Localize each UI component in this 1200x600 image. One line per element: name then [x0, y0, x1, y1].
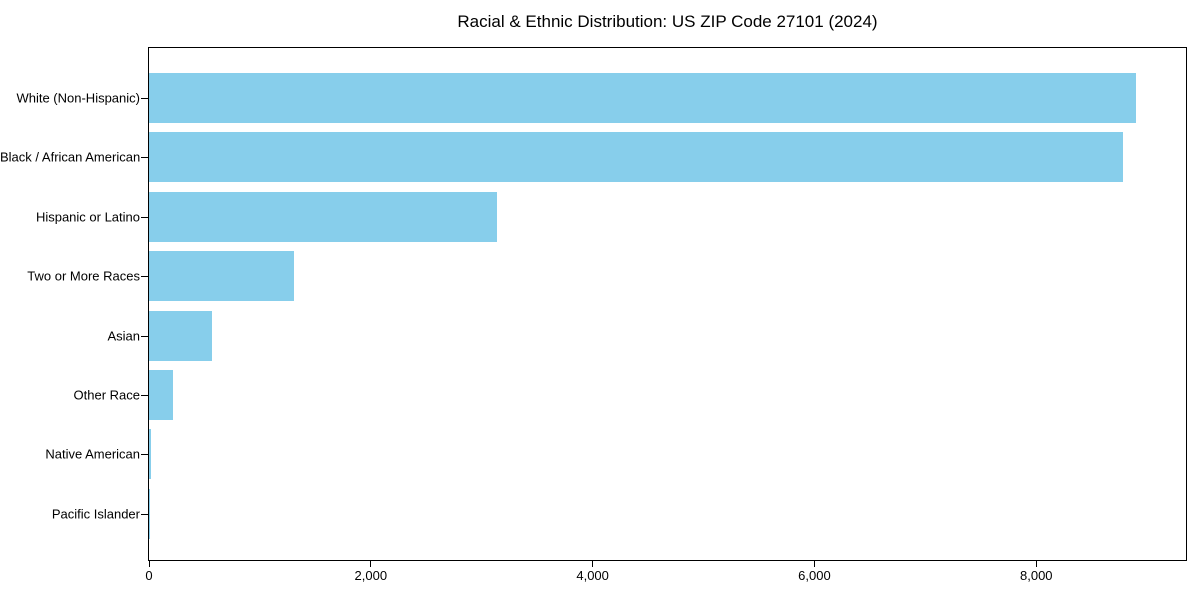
bar-other-race	[149, 370, 174, 420]
y-axis-label: Two or More Races	[27, 268, 140, 284]
x-axis-tick-label: 4,000	[576, 568, 609, 583]
x-axis-tick-label: 8,000	[1019, 568, 1053, 583]
y-tick-mark	[141, 395, 148, 396]
plot-area	[148, 47, 1187, 561]
bar-white-non-hispanic	[149, 73, 1137, 123]
y-tick-mark	[141, 157, 148, 159]
y-tick-mark	[141, 454, 148, 456]
bar-asian	[149, 310, 212, 361]
x-tick-mark	[370, 561, 372, 567]
y-axis-label: White (Non-Hispanic)	[16, 90, 140, 106]
x-axis-tick-label: 0	[145, 568, 153, 583]
bar-hispanic-or-latino	[149, 191, 498, 242]
chart-title: Racial & Ethnic Distribution: US ZIP Cod…	[457, 12, 878, 31]
x-tick-mark	[813, 561, 815, 567]
y-tick-mark	[141, 98, 148, 99]
y-tick-mark	[141, 335, 148, 337]
y-axis-label: Asian	[107, 328, 140, 344]
bar-black-african-american	[149, 132, 1123, 183]
bar-two-or-more-races	[149, 251, 295, 302]
y-tick-mark	[141, 276, 148, 278]
y-axis-label: Native American	[45, 446, 140, 462]
x-tick-mark	[592, 561, 594, 567]
bar-native-american	[149, 429, 151, 480]
x-axis-tick-label: 2,000	[354, 568, 388, 583]
y-axis-label: Hispanic or Latino	[35, 209, 140, 225]
x-tick-mark	[148, 561, 150, 567]
x-tick-mark	[1035, 561, 1037, 567]
y-axis-label: Pacific Islander	[51, 506, 140, 522]
y-tick-mark	[141, 513, 148, 515]
y-axis-label: Other Race	[73, 387, 140, 403]
y-axis-label: Black / African American	[0, 149, 141, 165]
y-tick-mark	[141, 216, 148, 218]
bar-pacific-islander	[149, 488, 150, 539]
x-axis-tick-label: 6,000	[798, 568, 831, 583]
